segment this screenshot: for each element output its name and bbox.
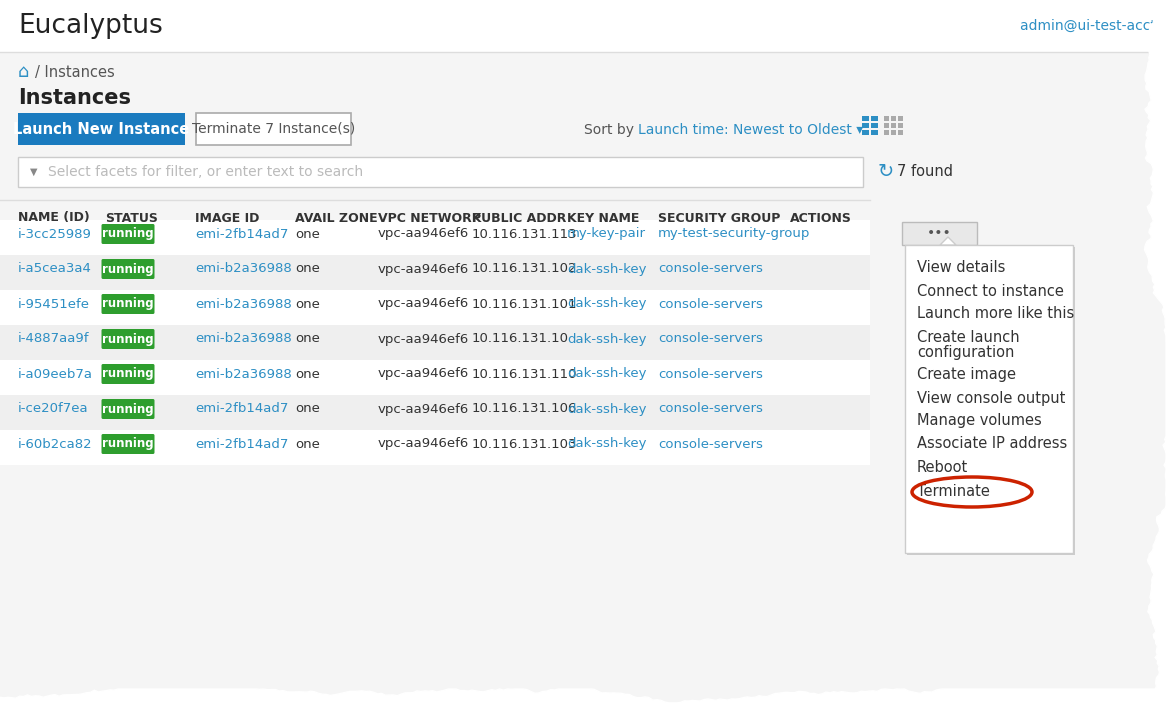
Text: ▼: ▼: [31, 167, 38, 177]
FancyBboxPatch shape: [891, 116, 896, 121]
FancyBboxPatch shape: [0, 220, 870, 255]
Text: one: one: [295, 262, 320, 275]
Text: one: one: [295, 227, 320, 240]
Text: Create image: Create image: [917, 368, 1016, 383]
Text: Terminate: Terminate: [917, 485, 990, 500]
Text: Instances: Instances: [18, 88, 131, 108]
FancyBboxPatch shape: [871, 116, 878, 121]
Text: ↻: ↻: [878, 162, 895, 182]
Text: i-a09eeb7a: i-a09eeb7a: [18, 368, 93, 380]
Text: console-servers: console-servers: [659, 368, 763, 380]
FancyBboxPatch shape: [101, 259, 154, 279]
Text: configuration: configuration: [917, 345, 1015, 360]
FancyBboxPatch shape: [898, 123, 903, 128]
Text: one: one: [295, 368, 320, 380]
FancyBboxPatch shape: [891, 130, 896, 135]
Text: STATUS: STATUS: [105, 212, 158, 225]
Text: ⌂: ⌂: [18, 63, 29, 81]
FancyBboxPatch shape: [0, 0, 1176, 52]
Text: vpc-aa946ef6: vpc-aa946ef6: [377, 438, 469, 450]
FancyBboxPatch shape: [0, 290, 870, 325]
Text: vpc-aa946ef6: vpc-aa946ef6: [377, 297, 469, 310]
FancyBboxPatch shape: [101, 434, 154, 454]
Text: one: one: [295, 403, 320, 415]
Text: running: running: [102, 403, 154, 415]
Text: IMAGE ID: IMAGE ID: [195, 212, 260, 225]
Text: i-95451efe: i-95451efe: [18, 297, 91, 310]
FancyBboxPatch shape: [101, 294, 154, 314]
Text: NAME (ID): NAME (ID): [18, 212, 89, 225]
Text: 10.116.131.103: 10.116.131.103: [472, 438, 577, 450]
Text: Reboot: Reboot: [917, 460, 968, 475]
Text: ACTIONS: ACTIONS: [790, 212, 851, 225]
Text: running: running: [102, 227, 154, 240]
Text: SECURITY GROUP: SECURITY GROUP: [659, 212, 781, 225]
FancyBboxPatch shape: [907, 247, 1075, 555]
Text: Eucalyptus: Eucalyptus: [18, 13, 162, 39]
Text: 10.116.131.110: 10.116.131.110: [472, 368, 577, 380]
Polygon shape: [940, 237, 956, 245]
Text: running: running: [102, 297, 154, 310]
Text: Associate IP address: Associate IP address: [917, 436, 1068, 451]
Text: Connect to instance: Connect to instance: [917, 284, 1064, 298]
FancyBboxPatch shape: [898, 130, 903, 135]
FancyBboxPatch shape: [902, 222, 977, 245]
FancyBboxPatch shape: [891, 123, 896, 128]
FancyBboxPatch shape: [101, 364, 154, 384]
Text: View console output: View console output: [917, 390, 1065, 405]
Text: vpc-aa946ef6: vpc-aa946ef6: [377, 403, 469, 415]
Text: console-servers: console-servers: [659, 438, 763, 450]
Text: dak-ssh-key: dak-ssh-key: [567, 403, 647, 415]
Text: PUBLIC ADDR: PUBLIC ADDR: [472, 212, 567, 225]
FancyBboxPatch shape: [871, 123, 878, 128]
Text: i-4887aa9f: i-4887aa9f: [18, 332, 89, 345]
Text: Launch more like this: Launch more like this: [917, 307, 1074, 322]
Text: / Instances: / Instances: [35, 64, 115, 79]
Text: one: one: [295, 332, 320, 345]
Text: KEY NAME: KEY NAME: [567, 212, 640, 225]
Text: vpc-aa946ef6: vpc-aa946ef6: [377, 368, 469, 380]
Text: emi-2fb14ad7: emi-2fb14ad7: [195, 227, 288, 240]
Text: Launch time: Newest to Oldest ▾: Launch time: Newest to Oldest ▾: [639, 123, 863, 137]
Text: my-test-security-group: my-test-security-group: [659, 227, 810, 240]
FancyBboxPatch shape: [101, 329, 154, 349]
FancyBboxPatch shape: [862, 116, 869, 121]
FancyBboxPatch shape: [906, 245, 1073, 553]
Text: console-servers: console-servers: [659, 332, 763, 345]
FancyBboxPatch shape: [862, 123, 869, 128]
Text: Manage volumes: Manage volumes: [917, 413, 1042, 428]
Text: i-3cc25989: i-3cc25989: [18, 227, 92, 240]
Text: emi-2fb14ad7: emi-2fb14ad7: [195, 438, 288, 450]
Polygon shape: [0, 689, 1176, 715]
FancyBboxPatch shape: [862, 130, 869, 135]
Text: console-servers: console-servers: [659, 297, 763, 310]
Text: i-ce20f7ea: i-ce20f7ea: [18, 403, 88, 415]
Polygon shape: [1144, 0, 1176, 715]
Text: View details: View details: [917, 260, 1005, 275]
Text: vpc-aa946ef6: vpc-aa946ef6: [377, 227, 469, 240]
FancyBboxPatch shape: [871, 130, 878, 135]
FancyBboxPatch shape: [0, 360, 870, 395]
FancyBboxPatch shape: [0, 395, 870, 430]
Text: •••: •••: [927, 227, 951, 240]
Text: 10.116.131.106: 10.116.131.106: [472, 403, 577, 415]
Text: my-key-pair: my-key-pair: [567, 227, 646, 240]
Text: 10.116.131.101: 10.116.131.101: [472, 297, 577, 310]
FancyBboxPatch shape: [884, 116, 889, 121]
FancyBboxPatch shape: [884, 130, 889, 135]
FancyBboxPatch shape: [101, 224, 154, 244]
Text: emi-b2a36988: emi-b2a36988: [195, 297, 292, 310]
Text: console-servers: console-servers: [659, 262, 763, 275]
FancyBboxPatch shape: [101, 399, 154, 419]
Text: 10.116.131.10: 10.116.131.10: [472, 332, 569, 345]
Text: AVAIL ZONE: AVAIL ZONE: [295, 212, 377, 225]
Text: emi-b2a36988: emi-b2a36988: [195, 332, 292, 345]
Text: emi-b2a36988: emi-b2a36988: [195, 262, 292, 275]
Text: Launch New Instance: Launch New Instance: [13, 122, 189, 137]
Text: vpc-aa946ef6: vpc-aa946ef6: [377, 262, 469, 275]
Text: one: one: [295, 438, 320, 450]
Text: dak-ssh-key: dak-ssh-key: [567, 332, 647, 345]
Text: 10.116.131.102: 10.116.131.102: [472, 262, 577, 275]
FancyBboxPatch shape: [0, 430, 870, 465]
